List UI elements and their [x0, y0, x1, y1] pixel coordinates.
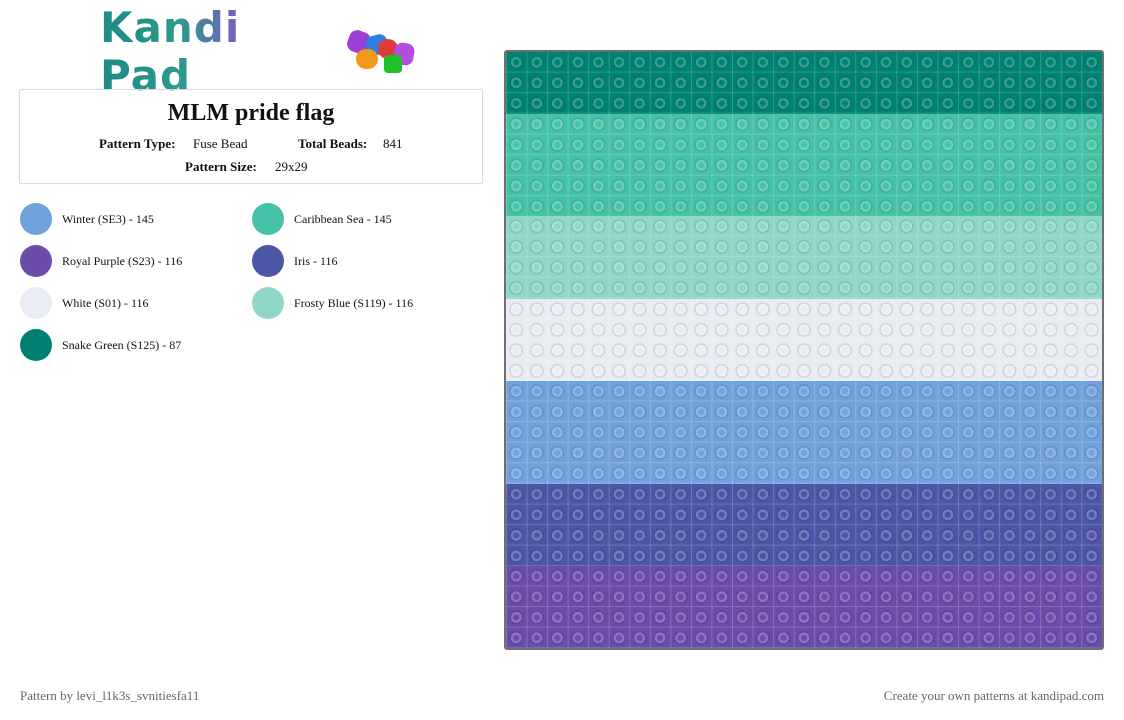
create-patterns-link[interactable]: Create your own patterns at kandipad.com	[883, 688, 1104, 703]
legend-item: Snake Green (S125) - 87	[20, 329, 181, 361]
beads-logo-icon	[338, 27, 416, 75]
color-swatch	[252, 203, 284, 235]
bead-row-band	[506, 216, 1102, 300]
total-beads-value-row: 841	[383, 136, 403, 152]
pattern-info-card: MLM pride flag Pattern Type: Fuse Bead T…	[19, 89, 483, 184]
bead-row-band	[506, 52, 1102, 115]
pattern-size-label: Pattern Size:	[185, 159, 257, 174]
pattern-type-value-row: Fuse Bead	[193, 136, 248, 152]
pattern-size-value: 29x29	[275, 159, 308, 174]
legend-label: Royal Purple (S23) - 116	[62, 253, 183, 268]
pattern-type-row: Pattern Type:	[99, 136, 175, 152]
legend-label: Caribbean Sea - 145	[294, 211, 392, 226]
total-beads-label: Total Beads:	[298, 136, 368, 151]
legend-item: White (S01) - 116	[20, 287, 149, 319]
bead-row-band	[506, 565, 1102, 648]
total-beads-value: 841	[383, 136, 403, 151]
legend-item: Royal Purple (S23) - 116	[20, 245, 182, 277]
legend-item: Winter (SE3) - 145	[20, 203, 154, 235]
color-swatch	[252, 287, 284, 319]
legend-item: Iris - 116	[252, 245, 338, 277]
kandipad-logo[interactable]: Kandi Pad	[100, 4, 416, 100]
pattern-type-value: Fuse Bead	[193, 136, 248, 151]
legend-item: Caribbean Sea - 145	[252, 203, 392, 235]
bead-row-band	[506, 483, 1102, 567]
legend-label: Frosty Blue (S119) - 116	[294, 295, 414, 310]
legend-label: Snake Green (S125) - 87	[62, 337, 182, 352]
color-swatch	[20, 287, 52, 319]
color-swatch	[20, 245, 52, 277]
pattern-title: MLM pride flag	[167, 100, 335, 126]
color-swatch	[252, 245, 284, 277]
legend-label: Winter (SE3) - 145	[62, 211, 154, 226]
bead-pattern-board[interactable]	[504, 50, 1104, 650]
bead-row-band	[506, 380, 1102, 485]
legend-label: Iris - 116	[294, 253, 338, 268]
total-beads-row: Total Beads:	[298, 136, 367, 152]
logo-wordmark: Kandi Pad	[100, 4, 330, 100]
pattern-size-value-row: 29x29	[275, 159, 308, 175]
pattern-credit: Pattern by levi_l1k3s_svnitiesfa11	[20, 688, 200, 703]
color-swatch	[20, 203, 52, 235]
pattern-type-label: Pattern Type:	[99, 136, 176, 151]
bead-row-band	[506, 113, 1102, 217]
pattern-size-row: Pattern Size:	[185, 159, 257, 175]
color-swatch	[20, 329, 52, 361]
legend-item: Frosty Blue (S119) - 116	[252, 287, 413, 319]
bead-row-band	[506, 298, 1102, 382]
legend-label: White (S01) - 116	[62, 295, 149, 310]
